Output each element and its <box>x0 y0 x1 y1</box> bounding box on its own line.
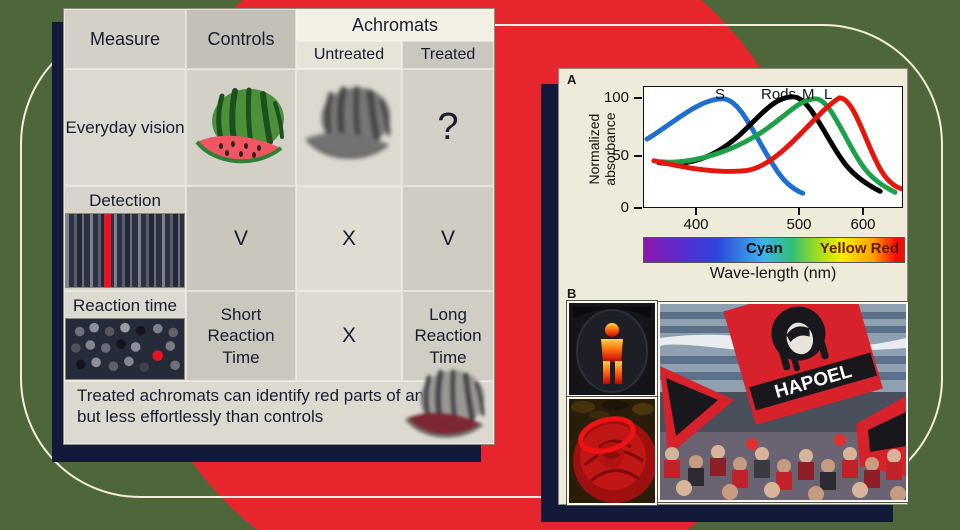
x-tick-mark <box>798 208 800 215</box>
absorbance-chart: S Rods M L <box>643 86 903 208</box>
cell-detection-controls: V <box>186 186 296 291</box>
row-label-detection: Detection <box>89 191 161 210</box>
red-dot-target <box>152 350 164 362</box>
y-tick-100: 100 <box>603 89 629 106</box>
wavelength-spectrum-bar: Cyan Yellow Red <box>643 237 905 263</box>
rose-photo <box>566 396 658 506</box>
absorbance-curves <box>644 94 902 196</box>
cell-reaction-controls: Short Reaction Time <box>186 291 296 381</box>
figure-panel: A Normalized absorbance 100 50 0 S Rods … <box>558 68 909 506</box>
gratings-stimulus-image <box>65 213 185 289</box>
series-label-m: M <box>802 86 815 103</box>
y-tick-50: 50 <box>612 147 629 164</box>
x-tick-400: 400 <box>683 216 709 233</box>
series-label-rods: Rods <box>761 86 797 103</box>
y-tick-mark <box>634 97 642 99</box>
series-label-s: S <box>715 86 726 103</box>
x-tick-600: 600 <box>850 216 876 233</box>
header-controls: Controls <box>186 9 296 69</box>
cell-reaction-treated: Long Reaction Time <box>402 291 494 381</box>
header-measure: Measure <box>64 9 186 69</box>
red-stripe-target <box>103 214 111 288</box>
series-label-l: L <box>824 86 833 103</box>
panel-b-label: B <box>567 286 577 301</box>
y-tick-mark <box>634 207 642 209</box>
comparison-table-panel: Measure Controls Achromats Untreated Tre… <box>63 8 495 445</box>
x-tick-500: 500 <box>786 216 812 233</box>
y-tick-mark <box>634 155 642 157</box>
crowd-photo: HAPOEL <box>657 301 909 503</box>
panel-a-label: A <box>567 72 577 87</box>
cell-reaction-measure: Reaction time <box>64 291 186 381</box>
watermelon-treated-image <box>398 361 494 451</box>
header-achromats: Achromats <box>296 9 494 41</box>
row-label-reaction-time: Reaction time <box>73 296 177 315</box>
spectrum-label-yellow-red: Yellow Red <box>819 240 899 257</box>
cell-detection-treated: V <box>402 186 494 291</box>
spectrum-label-cyan: Cyan <box>746 240 783 257</box>
header-treated: Treated <box>401 41 494 69</box>
dots-stimulus-image <box>65 318 185 380</box>
header-untreated: Untreated <box>296 41 402 69</box>
cell-detection-measure: Detection <box>64 186 186 291</box>
row-label-everyday-vision: Everyday vision <box>64 69 186 186</box>
header-achromats-group: Achromats Untreated Treated <box>296 9 494 69</box>
cell-everyday-controls <box>186 69 296 186</box>
watermelon-grayscale-image <box>301 77 397 178</box>
x-axis-label: Wave-length (nm) <box>709 265 837 282</box>
traffic-light-photo <box>566 300 658 398</box>
cell-reaction-untreated: X <box>296 291 402 381</box>
cell-everyday-treated-question: ? <box>402 69 494 186</box>
cell-detection-untreated: X <box>296 186 402 291</box>
watermelon-color-image <box>195 87 284 163</box>
cell-everyday-untreated <box>296 69 402 186</box>
x-tick-mark <box>862 208 864 215</box>
y-tick-0: 0 <box>620 199 629 216</box>
x-tick-mark <box>695 208 697 215</box>
red-highlight-ellipse <box>578 416 636 454</box>
